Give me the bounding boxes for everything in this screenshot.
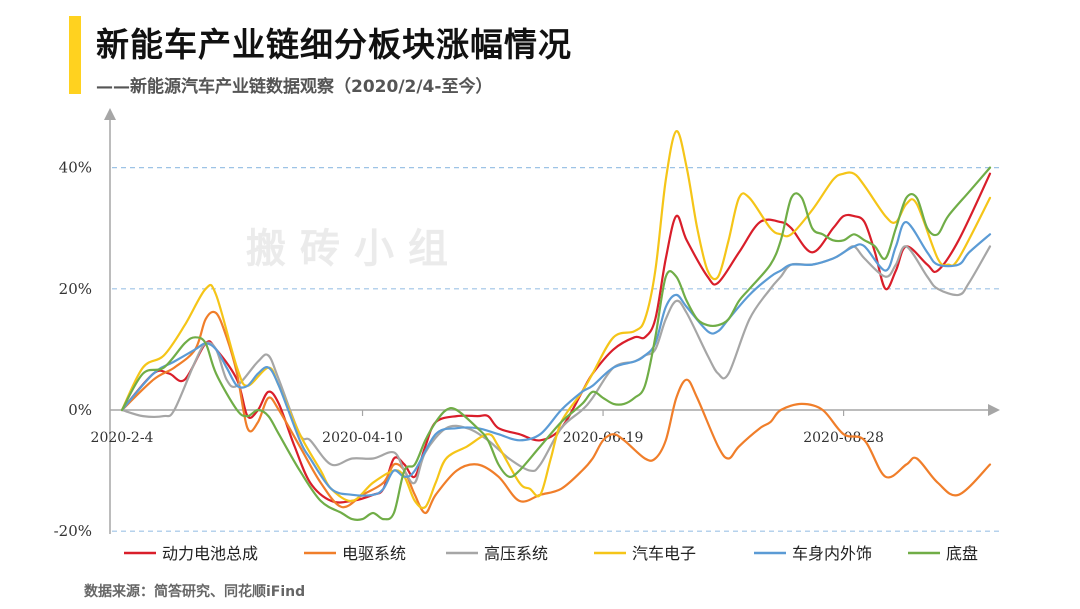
- series-line-5: [120, 221, 992, 497]
- legend-label: 高压系统: [484, 544, 548, 563]
- x-tick-label: 2020-04-10: [322, 430, 403, 446]
- watermark-text: 搬砖小组: [246, 226, 462, 272]
- legend-item-2: 电驱系统: [304, 544, 406, 563]
- x-tick-label: 2020-08-28: [803, 430, 884, 446]
- series-line-4: [120, 130, 992, 510]
- x-tick-label: 2020-2-4: [91, 430, 154, 446]
- axes: [104, 108, 1000, 534]
- legend-label: 汽车电子: [632, 544, 696, 563]
- legend-item-4: 汽车电子: [594, 544, 696, 563]
- legend-item-5: 车身内外饰: [754, 544, 872, 563]
- series-lines: [120, 130, 992, 521]
- legend-label: 电驱系统: [342, 544, 406, 563]
- x-tick-labels: 2020-2-4 2020-04-10 2020-06-19 2020-08-28: [91, 410, 884, 446]
- legend-item-6: 底盘: [908, 544, 978, 563]
- page-title: 新能车产业链细分板块涨幅情况: [96, 25, 572, 64]
- legend-item-1: 动力电池总成: [124, 544, 258, 563]
- page-subtitle: ——新能源汽车产业链数据观察（2020/2/4-至今）: [96, 77, 493, 97]
- data-source-note: 数据来源：简答研究、同花顺iFind: [84, 584, 306, 600]
- y-axis-arrow: [104, 108, 116, 120]
- legend-item-3: 高压系统: [446, 544, 548, 563]
- series-line-1: [120, 172, 992, 504]
- series-line-6: [120, 166, 992, 521]
- legend: 动力电池总成 电驱系统 高压系统 汽车电子 车身内外饰 底盘: [124, 544, 978, 563]
- y-tick-labels: 40% 20% 0% -20%: [54, 159, 92, 541]
- title-accent-bar: [69, 16, 81, 94]
- x-axis-arrow: [988, 404, 1000, 416]
- legend-label: 底盘: [946, 544, 978, 563]
- y-tick-label: 20%: [59, 280, 92, 298]
- y-tick-label: 40%: [59, 159, 92, 177]
- legend-label: 车身内外饰: [792, 544, 872, 563]
- x-tick-label: 2020-06-19: [563, 430, 644, 446]
- y-tick-label: 0%: [68, 401, 92, 419]
- series-line-3: [120, 245, 992, 485]
- grid-lines: [112, 167, 1000, 532]
- series-line-2: [120, 310, 992, 515]
- y-tick-label: -20%: [54, 522, 92, 540]
- legend-label: 动力电池总成: [162, 544, 258, 563]
